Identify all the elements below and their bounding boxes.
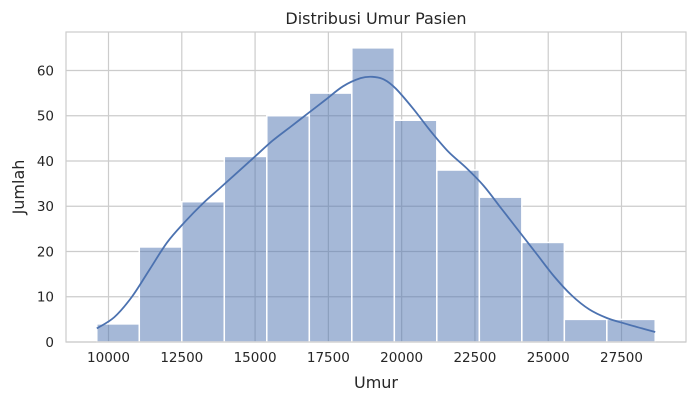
x-tick-label: 17500 bbox=[307, 350, 350, 366]
y-tick-label: 20 bbox=[37, 244, 54, 260]
x-axis-label: Umur bbox=[354, 373, 398, 392]
kde-curve bbox=[96, 75, 656, 333]
x-tick-label: 20000 bbox=[380, 350, 423, 366]
histogram-bar bbox=[266, 114, 311, 343]
histogram-bar bbox=[308, 92, 353, 343]
x-tick-label: 10000 bbox=[87, 350, 130, 366]
x-tick-label: 22500 bbox=[453, 350, 496, 366]
histogram-bar bbox=[521, 241, 566, 343]
histogram-bar bbox=[181, 200, 226, 343]
histogram-bar bbox=[96, 323, 141, 343]
y-tick-label: 50 bbox=[37, 109, 54, 125]
x-axis-ticks: 10000 12500 15000 17500 20000 22500 25000 27500 bbox=[87, 350, 643, 366]
x-tick-label: 12500 bbox=[160, 350, 203, 366]
histogram-bar bbox=[478, 196, 523, 343]
y-axis-ticks: 0 10 20 30 40 50 60 bbox=[37, 63, 54, 351]
y-tick-label: 10 bbox=[37, 290, 54, 306]
chart-title: Distribusi Umur Pasien bbox=[285, 9, 466, 28]
histogram-bar bbox=[563, 318, 608, 343]
y-tick-label: 30 bbox=[37, 199, 54, 215]
histogram-bar bbox=[436, 169, 481, 343]
y-axis-label: Jumlah bbox=[9, 160, 28, 216]
plot-frame bbox=[65, 31, 687, 343]
y-tick-label: 40 bbox=[37, 154, 54, 170]
histogram-bars bbox=[96, 47, 656, 343]
y-tick-label: 60 bbox=[37, 63, 54, 79]
histogram-bar bbox=[351, 47, 396, 343]
x-tick-label: 15000 bbox=[234, 350, 277, 366]
histogram-bar bbox=[223, 155, 268, 343]
x-tick-label: 27500 bbox=[600, 350, 643, 366]
x-tick-label: 25000 bbox=[527, 350, 570, 366]
y-tick-label: 0 bbox=[45, 335, 54, 351]
histogram-bar bbox=[393, 119, 438, 343]
histogram-bar bbox=[138, 246, 183, 343]
